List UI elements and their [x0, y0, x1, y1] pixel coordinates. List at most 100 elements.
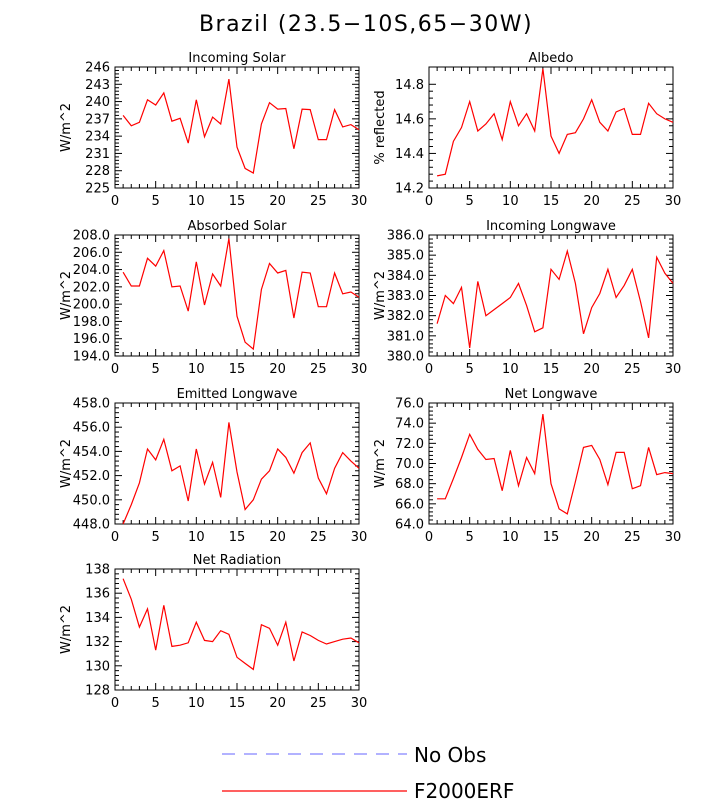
legend-no-obs-label: No Obs: [414, 743, 486, 767]
y-tick-label: 66.0: [395, 497, 424, 512]
y-tick-label: 196.0: [73, 332, 110, 347]
figure-title: Brazil (23.5−10S,65−30W): [199, 12, 533, 37]
x-tick-label: 20: [269, 194, 286, 209]
y-tick-label: 450.0: [73, 493, 110, 508]
panel-title: Emitted Longwave: [177, 387, 298, 402]
y-tick-label: 208.0: [73, 229, 110, 244]
x-tick-label: 15: [543, 362, 560, 377]
x-tick-label: 10: [188, 362, 205, 377]
series-line: [122, 578, 360, 671]
y-tick-label: 72.0: [395, 437, 424, 452]
panel-frame: [114, 402, 360, 525]
x-tick-label: 25: [624, 194, 641, 209]
y-tick-label: 14.6: [395, 112, 424, 127]
x-tick-label: 15: [229, 530, 246, 545]
panel-frame: [428, 402, 674, 525]
y-tick-label: 206.0: [73, 246, 110, 261]
panel-6: 128 130 132 134 136 138 0 5 10 15 20 25 30 Net Radiat…: [59, 553, 367, 711]
panel-frame: [428, 234, 674, 357]
y-tick-label: 138: [85, 563, 110, 578]
series-line: [437, 414, 674, 515]
x-tick-label: 15: [229, 362, 246, 377]
x-tick-label: 0: [425, 362, 433, 377]
x-tick-label: 5: [466, 194, 474, 209]
x-tick-label: 5: [152, 194, 160, 209]
y-tick-label: 237: [85, 112, 110, 127]
x-tick-label: 10: [502, 530, 519, 545]
x-tick-label: 20: [583, 194, 600, 209]
x-tick-label: 10: [188, 530, 205, 545]
x-tick-label: 25: [310, 530, 327, 545]
y-tick-label: 134: [85, 611, 110, 626]
y-tick-label: 14.8: [395, 78, 424, 93]
x-tick-label: 25: [310, 194, 327, 209]
y-tick-label: 76.0: [395, 397, 424, 412]
x-tick-label: 5: [152, 362, 160, 377]
y-axis-label: W/m^2: [59, 439, 74, 488]
panel-title: Albedo: [529, 51, 574, 66]
y-axis-label: W/m^2: [373, 271, 388, 320]
panel-title: Incoming Longwave: [486, 219, 616, 234]
panel-2: 194.0 196.0 198.0 200.0 202.0 204.0 206.0 208.0…: [59, 219, 367, 377]
x-tick-label: 15: [229, 696, 246, 711]
panel-frame: [428, 66, 674, 189]
y-tick-label: 382.0: [387, 309, 424, 324]
y-tick-label: 384.0: [387, 269, 424, 284]
panel-3: 380.0 381.0 382.0 383.0 384.0 385.0 386.0 0 5 10 1…: [373, 219, 681, 377]
x-tick-label: 25: [624, 530, 641, 545]
series-line: [436, 248, 674, 348]
panel-0: 225 228 231 234 237 240 243 246 0 5 10 15 20 25 30 Inco…: [59, 51, 367, 209]
series-line: [122, 422, 360, 525]
y-tick-label: 14.4: [395, 147, 424, 162]
x-tick-label: 0: [111, 194, 119, 209]
panel-4: 448.0 450.0 452.0 454.0 456.0 458.0 0 5 10 15 20 25…: [59, 387, 367, 545]
y-tick-label: 386.0: [387, 229, 424, 244]
x-tick-label: 30: [665, 194, 682, 209]
x-tick-label: 20: [269, 530, 286, 545]
panel-title: Absorbed Solar: [188, 219, 288, 234]
x-tick-label: 15: [229, 194, 246, 209]
x-tick-label: 10: [188, 194, 205, 209]
y-tick-label: 452.0: [73, 469, 110, 484]
panel-title: Net Radiation: [193, 553, 281, 568]
x-tick-label: 5: [466, 362, 474, 377]
y-axis-label: % reflected: [373, 90, 388, 164]
x-tick-label: 0: [111, 362, 119, 377]
y-tick-label: 458.0: [73, 397, 110, 412]
y-axis-label: W/m^2: [373, 439, 388, 488]
x-tick-label: 0: [111, 530, 119, 545]
panels: 225 228 231 234 237 240 243 246 0 5 10 15 20 25 30 Inco…: [59, 51, 681, 711]
x-tick-label: 10: [502, 362, 519, 377]
panel-title: Net Longwave: [505, 387, 598, 402]
y-tick-label: 381.0: [387, 329, 424, 344]
x-tick-label: 25: [310, 696, 327, 711]
x-tick-label: 30: [351, 362, 368, 377]
y-tick-label: 240: [85, 95, 110, 110]
x-tick-label: 5: [466, 530, 474, 545]
y-axis-label: W/m^2: [59, 103, 74, 152]
x-tick-label: 20: [583, 362, 600, 377]
series-line: [122, 238, 360, 351]
legend-f2000erf-label: F2000ERF: [414, 779, 514, 799]
y-tick-label: 64.0: [395, 518, 424, 533]
panel-title: Incoming Solar: [188, 51, 286, 66]
y-tick-label: 70.0: [395, 457, 424, 472]
x-tick-label: 30: [665, 362, 682, 377]
series-line: [436, 68, 674, 177]
y-tick-label: 136: [85, 587, 110, 602]
legend: No Obs F2000ERF: [222, 743, 514, 799]
y-tick-label: 383.0: [387, 289, 424, 304]
panel-frame: [114, 234, 360, 357]
y-tick-label: 231: [85, 147, 110, 162]
x-tick-label: 30: [351, 194, 368, 209]
y-tick-label: 448.0: [73, 518, 110, 533]
x-tick-label: 30: [351, 696, 368, 711]
x-tick-label: 25: [310, 362, 327, 377]
y-tick-label: 130: [85, 659, 110, 674]
y-axis-label: W/m^2: [59, 271, 74, 320]
x-tick-label: 30: [665, 530, 682, 545]
y-tick-label: 234: [85, 130, 110, 145]
y-tick-label: 200.0: [73, 298, 110, 313]
x-tick-label: 10: [188, 696, 205, 711]
